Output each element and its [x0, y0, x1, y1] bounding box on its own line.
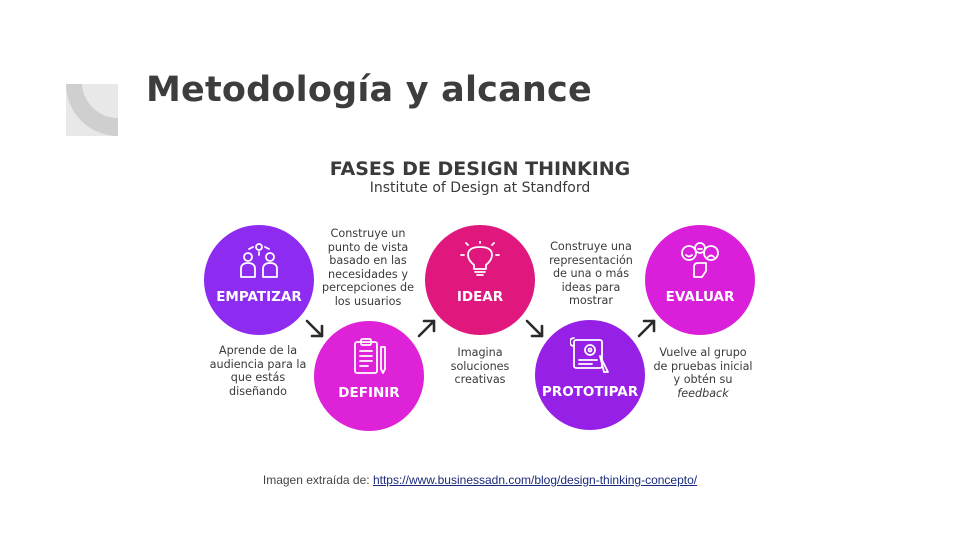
phase-circle-empatizar: EMPATIZAR [204, 225, 314, 335]
arrow-up-right-icon [637, 319, 656, 338]
phase-label: EMPATIZAR [216, 289, 302, 305]
phase-description: Imagina soluciones creativas [450, 346, 510, 386]
phase-label: IDEAR [456, 289, 504, 305]
phase-description: Construye un punto de vista basado en la… [322, 227, 414, 308]
phase-description: Vuelve al grupo de pruebas inicial y obt… [653, 346, 753, 400]
feedback-faces-icon [680, 241, 720, 279]
empathy-people-icon [239, 241, 279, 279]
blueprint-gear-icon [570, 336, 610, 374]
credit-prefix: Imagen extraída de: [262, 473, 373, 487]
phase-label: PROTOTIPAR [541, 384, 639, 400]
phase-circle-definir: DEFINIR [314, 321, 424, 431]
phase-circle-evaluar: EVALUAR [645, 225, 755, 335]
lightbulb-icon [460, 241, 500, 279]
arrow-up-right-icon [417, 319, 436, 338]
image-credit: Imagen extraída de: https://www.business… [0, 473, 960, 487]
phase-circle-prototipar: PROTOTIPAR [535, 320, 645, 430]
phase-circle-idear: IDEAR [425, 225, 535, 335]
arrow-down-right-icon [525, 319, 544, 338]
source-link[interactable]: https://www.businessadn.com/blog/design-… [372, 473, 698, 487]
phase-description: Aprende de la audiencia para la que está… [209, 344, 307, 398]
clipboard-pencil-icon [349, 337, 389, 375]
figure-title: FASES DE DESIGN THINKING [329, 158, 631, 180]
figure-subtitle: Institute of Design at Standford [369, 180, 591, 196]
slide-title: Metodología y alcance [146, 70, 592, 110]
arrow-down-right-icon [305, 319, 324, 338]
phase-label: EVALUAR [665, 289, 735, 305]
phase-label: DEFINIR [338, 385, 400, 401]
corner-decoration [66, 84, 118, 136]
phase-description: Construye una representación de una o má… [549, 240, 633, 307]
